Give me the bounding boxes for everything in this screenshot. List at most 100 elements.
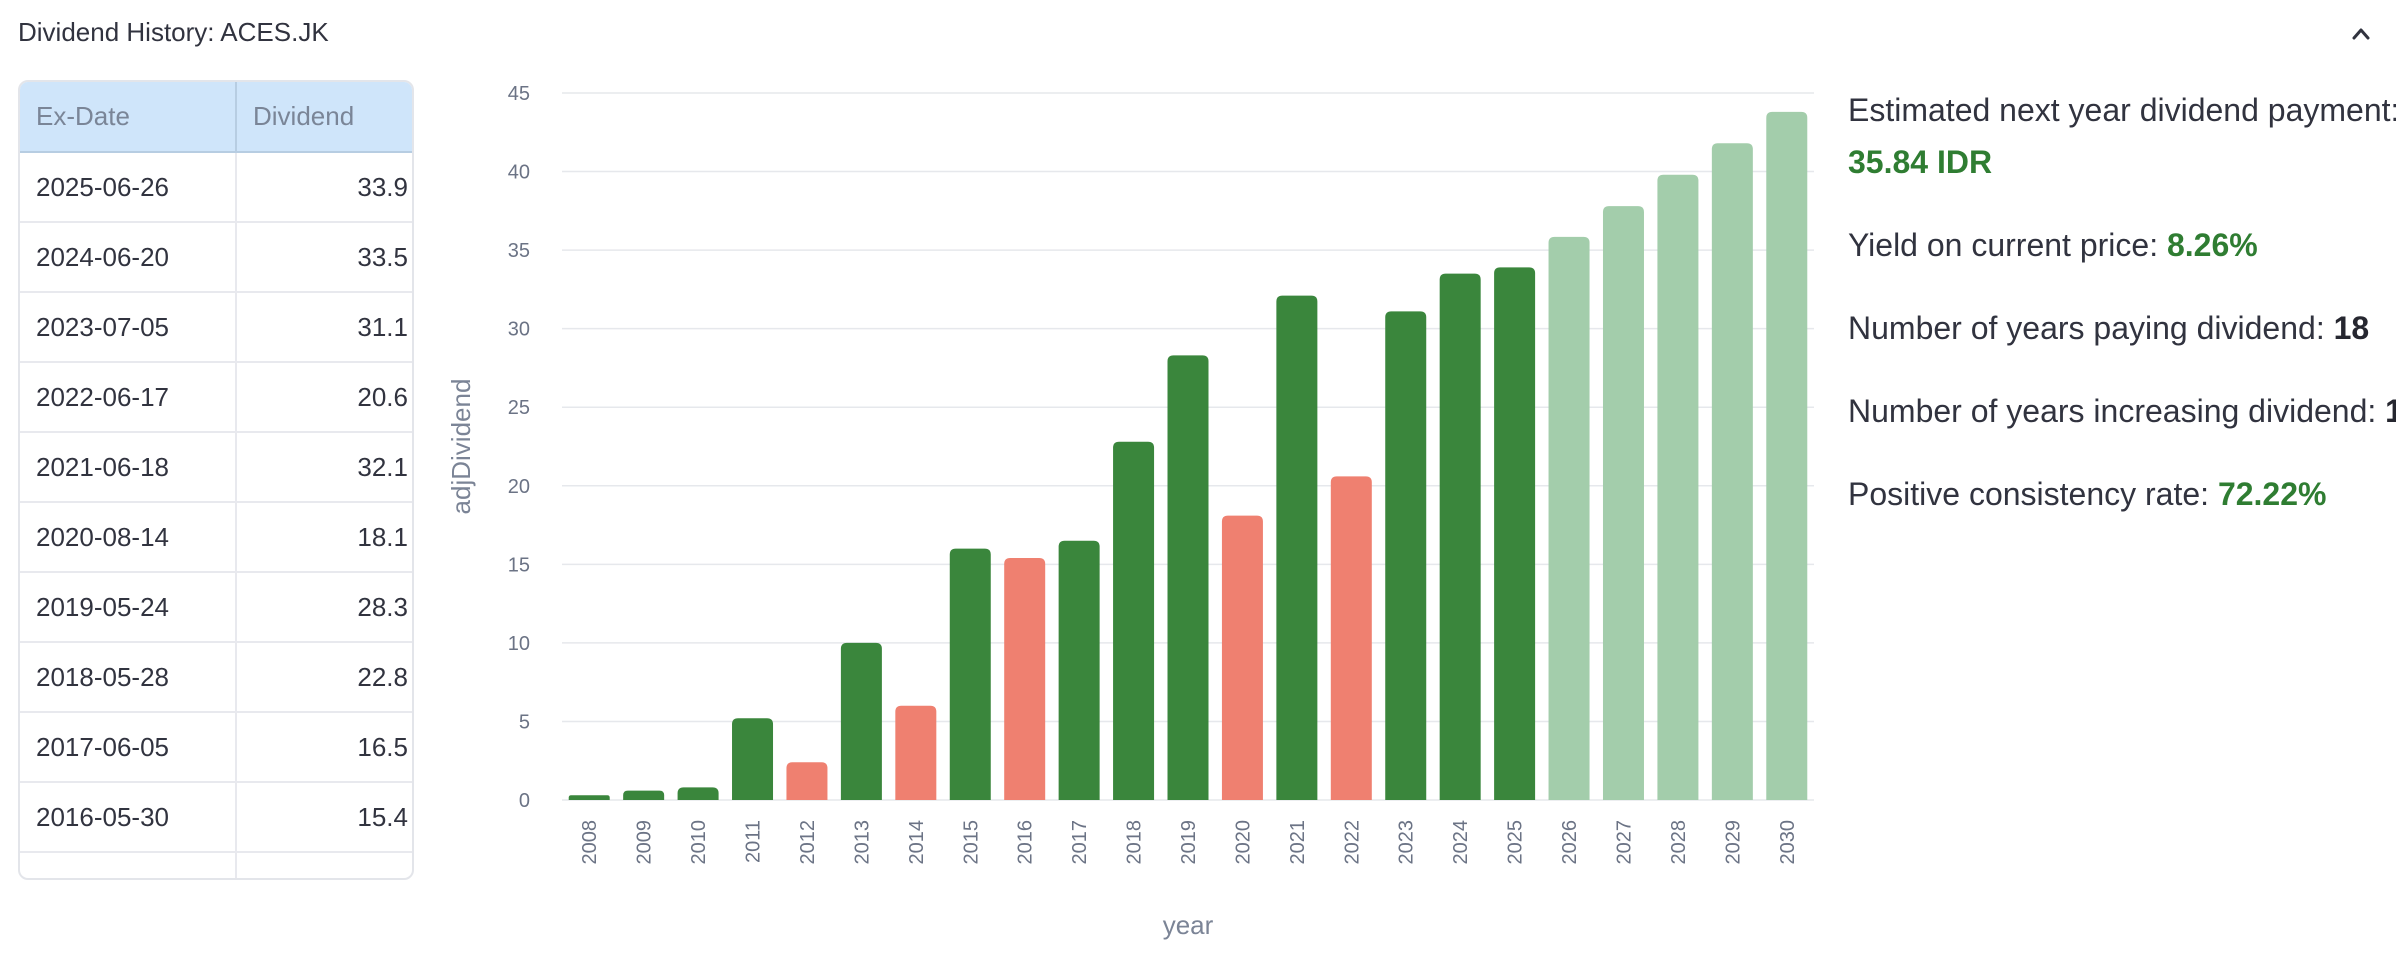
ex-date-cell[interactable]: 2021-06-18	[20, 432, 237, 503]
dividend-cell[interactable]: 33.5	[236, 222, 412, 293]
table-row[interactable]: 2023-07-05 31.1	[20, 292, 412, 363]
x-tick-label: 2015	[960, 820, 982, 865]
y-tick-label: 45	[508, 83, 530, 105]
years-increasing-value: 13	[2385, 393, 2396, 429]
dividend-cell[interactable]: 22.8	[236, 642, 412, 713]
x-tick-label: 2018	[1124, 820, 1146, 865]
years-paying-label: Number of years paying dividend:	[1848, 310, 2325, 346]
table-row[interactable]: 2018-05-28 22.8	[20, 642, 412, 713]
next-year-label: Estimated next year dividend payment:	[1848, 92, 2396, 128]
x-tick-label: 2012	[797, 820, 819, 865]
x-tick-label: 2008	[579, 820, 601, 865]
table-row[interactable]: 2017-06-05 16.5	[20, 712, 412, 783]
dividend-table[interactable]: Ex-Date Dividend 2025-06-26 33.9 2024-06-2…	[18, 80, 414, 880]
table-row[interactable]: 2024-06-20 33.5	[20, 222, 412, 293]
years-paying-stat: Number of years paying dividend: 18	[1848, 302, 2396, 354]
table-row[interactable]: 2022-06-17 20.6	[20, 362, 412, 433]
bar-2028	[1657, 174, 1699, 801]
x-tick-label: 2016	[1015, 820, 1037, 865]
y-tick-label: 40	[508, 162, 530, 184]
bar-2030	[1766, 111, 1808, 800]
x-tick-label: 2011	[743, 820, 765, 863]
header-dividend[interactable]: Dividend	[236, 82, 412, 153]
consistency-value: 72.22%	[2217, 476, 2327, 512]
x-tick-label: 2013	[851, 820, 873, 865]
y-tick-label: 10	[508, 633, 530, 655]
dividend-cell[interactable]: 28.3	[236, 572, 412, 643]
ex-date-cell[interactable]: 2019-05-24	[20, 572, 237, 643]
x-tick-label: 2030	[1777, 820, 1799, 865]
x-tick-label: 2023	[1396, 820, 1418, 865]
x-tick-label: 2025	[1505, 820, 1527, 865]
bar-2014	[895, 705, 937, 800]
bar-2026	[1548, 236, 1590, 801]
dividend-cell[interactable]	[236, 852, 412, 878]
x-tick-label: 2010	[688, 820, 710, 865]
ex-date-cell[interactable]: 2018-05-28	[20, 642, 237, 713]
expander-header[interactable]: Dividend History: ACES.JK	[0, 0, 2396, 66]
x-tick-label: 2029	[1722, 820, 1744, 865]
y-tick-label: 35	[508, 240, 530, 262]
dividend-cell[interactable]: 31.1	[236, 292, 412, 363]
next-year-value: 35.84 IDR	[1848, 144, 1993, 180]
ex-date-cell[interactable]: 2017-06-05	[20, 712, 237, 783]
bar-2013	[840, 642, 882, 800]
ex-date-cell[interactable]: 2022-06-17	[20, 362, 237, 433]
bar-2023	[1385, 311, 1427, 800]
x-tick-label: 2020	[1232, 820, 1254, 865]
x-tick-label: 2024	[1450, 820, 1472, 865]
bar-2009	[623, 790, 665, 800]
bar-2016	[1004, 558, 1046, 800]
ex-date-cell[interactable]	[20, 852, 237, 878]
ex-date-cell[interactable]: 2016-05-30	[20, 782, 237, 853]
yield-label: Yield on current price:	[1848, 227, 2159, 263]
table-row[interactable]: 2019-05-24 28.3	[20, 572, 412, 643]
header-ex-date[interactable]: Ex-Date	[20, 82, 237, 153]
x-tick-label: 2017	[1069, 820, 1091, 865]
dividend-cell[interactable]: 18.1	[236, 502, 412, 573]
bar-2010	[677, 787, 719, 800]
y-tick-label: 0	[519, 790, 530, 812]
table-row[interactable]: 2016-05-30 15.4	[20, 782, 412, 853]
x-tick-label: 2022	[1341, 820, 1363, 865]
table-row[interactable]	[20, 852, 412, 878]
years-increasing-stat: Number of years increasing dividend: 13	[1848, 385, 2396, 437]
dividend-stats: Estimated next year dividend payment: 35…	[1848, 84, 2396, 551]
bar-2020	[1221, 515, 1263, 800]
consistency-label: Positive consistency rate:	[1848, 476, 2210, 512]
years-increasing-label: Number of years increasing dividend:	[1848, 393, 2377, 429]
bar-2011	[732, 718, 774, 800]
y-tick-label: 20	[508, 476, 530, 498]
bar-2029	[1711, 143, 1753, 800]
expander-title: Dividend History: ACES.JK	[18, 17, 329, 47]
dividend-cell[interactable]: 16.5	[236, 712, 412, 783]
ex-date-cell[interactable]: 2024-06-20	[20, 222, 237, 293]
table-row[interactable]: 2020-08-14 18.1	[20, 502, 412, 573]
table-row[interactable]: 2025-06-26 33.9	[20, 152, 412, 223]
bar-2019	[1167, 355, 1209, 800]
x-tick-label: 2021	[1287, 820, 1309, 865]
y-tick-label: 25	[508, 397, 530, 419]
y-tick-label: 30	[508, 319, 530, 341]
dividend-cell[interactable]: 15.4	[236, 782, 412, 853]
x-tick-label: 2009	[634, 820, 656, 865]
y-axis-title: adjDividend	[446, 379, 476, 515]
ex-date-cell[interactable]: 2023-07-05	[20, 292, 237, 363]
y-tick-label: 15	[508, 554, 530, 576]
bar-2017	[1058, 540, 1100, 800]
next-year-stat: Estimated next year dividend payment: 35…	[1848, 84, 2396, 188]
ex-date-cell[interactable]: 2020-08-14	[20, 502, 237, 573]
bar-2012	[786, 762, 828, 800]
bar-2027	[1602, 206, 1644, 800]
chevron-up-icon[interactable]	[2346, 18, 2376, 48]
bar-2008	[568, 795, 610, 800]
table-row[interactable]: 2021-06-18 32.1	[20, 432, 412, 503]
bar-2024	[1439, 273, 1481, 800]
table-header-row: Ex-Date Dividend	[20, 82, 412, 153]
ex-date-cell[interactable]: 2025-06-26	[20, 152, 237, 223]
dividend-cell[interactable]: 32.1	[236, 432, 412, 503]
dividend-cell[interactable]: 33.9	[236, 152, 412, 223]
bar-2018	[1113, 441, 1155, 800]
dividend-cell[interactable]: 20.6	[236, 362, 412, 433]
